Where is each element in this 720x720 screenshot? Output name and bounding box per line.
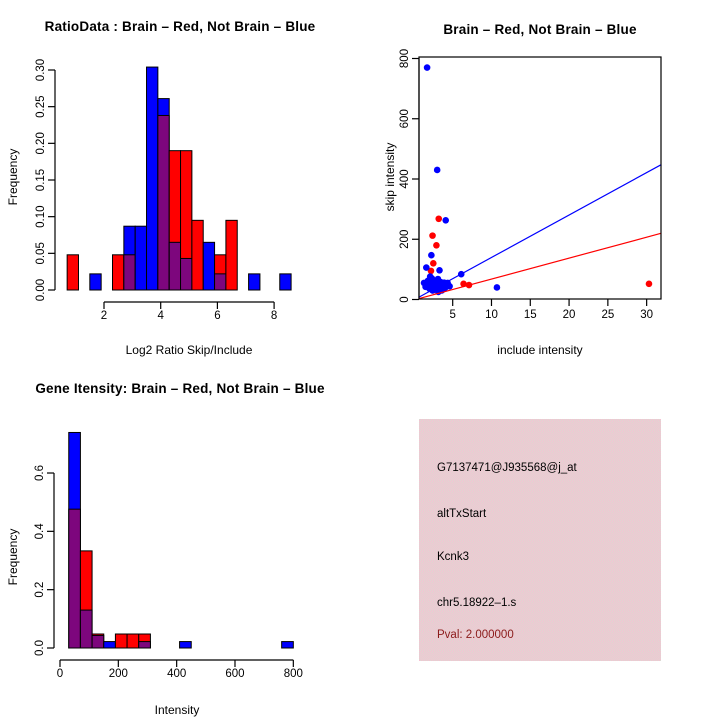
x-tick-label: 600 <box>225 668 244 680</box>
info-line-event-type: altTxStart <box>437 508 487 520</box>
ratio-histogram-title: RatioData : Brain – Red, Not Brain – Blu… <box>44 19 316 34</box>
scatter-point-red <box>435 215 443 223</box>
y-tick-label: 0.25 <box>35 95 47 117</box>
ratio-histogram-xlabel: Log2 Ratio Skip/Include <box>125 343 253 357</box>
x-tick-label: 15 <box>524 309 537 321</box>
histogram-bar-overlap <box>168 241 182 291</box>
x-tick-label: 200 <box>109 668 128 680</box>
histogram-bar-blue <box>279 273 292 291</box>
x-tick-label: 10 <box>485 309 498 321</box>
x-tick-label: 400 <box>167 668 186 680</box>
histogram-bar-blue <box>134 225 148 291</box>
histogram-bar-blue <box>103 641 116 649</box>
info-line-region-id: chr5.18922–1.s <box>437 597 517 609</box>
scatter-point-blue <box>446 282 453 290</box>
scatter-point-blue <box>436 266 443 274</box>
gene-histogram-ylabel: Frequency <box>6 528 20 586</box>
scatter-point-blue <box>433 166 441 174</box>
y-tick-label: 0.6 <box>34 465 46 481</box>
histogram-bar-blue <box>89 273 102 291</box>
x-tick-label: 4 <box>157 310 164 322</box>
gene-histogram-title: Gene Itensity: Brain – Red, Not Brain – … <box>35 381 325 396</box>
histogram-bar-red <box>225 219 238 291</box>
plot-box <box>418 56 662 300</box>
scatter-point-blue <box>442 216 450 224</box>
y-tick-label: 600 <box>399 109 411 128</box>
y-tick-label: 0.4 <box>34 523 46 540</box>
histogram-bar-red <box>112 254 125 291</box>
y-tick-label: 400 <box>399 169 411 188</box>
histogram-bar-overlap <box>157 114 170 291</box>
y-tick-label: 0.10 <box>35 205 47 227</box>
fit-line-blue <box>418 164 662 298</box>
scatter-point-blue <box>423 264 430 271</box>
y-tick-label: 0 <box>399 296 411 302</box>
info-line-probe-id: G7137471@J935568@j_at <box>437 462 577 474</box>
skip-vs-include-scatter: 0 200 400 600 800 5 10 15 20 25 30 <box>399 49 662 321</box>
ratio-histogram: 0.00 0.05 0.10 0.15 0.20 0.25 0.30 2 4 6 8 <box>35 59 292 322</box>
scatter-point-red <box>433 241 440 249</box>
scatter-title: Brain – Red, Not Brain – Blue <box>443 22 637 37</box>
histogram-bar-overlap <box>123 254 136 291</box>
histogram-bar-blue <box>281 641 294 649</box>
scatter-point-red <box>429 232 436 239</box>
fit-line-red <box>418 232 662 300</box>
scatter-xlabel: include intensity <box>497 343 583 357</box>
y-tick-label: 0.15 <box>35 169 47 191</box>
histogram-bar-red <box>191 219 204 291</box>
gene-intensity-histogram: 0.0 0.2 0.4 0.6 0 200 400 600 800 <box>34 431 303 680</box>
x-tick-label: 30 <box>640 309 653 321</box>
histogram-bar-overlap <box>180 257 193 291</box>
histogram-bar-red <box>126 633 140 649</box>
ratio-histogram-ylabel: Frequency <box>6 148 20 206</box>
gene-histogram-xlabel: Intensity <box>154 703 200 717</box>
y-tick-label: 0.2 <box>34 582 46 598</box>
x-tick-label: 20 <box>563 309 576 321</box>
x-tick-label: 0 <box>57 668 63 680</box>
x-tick-label: 8 <box>271 310 277 322</box>
y-tick-label: 0.00 <box>35 279 47 301</box>
scatter-point-blue <box>423 64 431 71</box>
x-tick-label: 800 <box>284 668 303 680</box>
x-tick-label: 5 <box>449 309 455 321</box>
scatter-ylabel: skip intensity <box>383 142 397 212</box>
histogram-bar-overlap <box>138 641 151 649</box>
y-tick-label: 0.0 <box>34 640 46 656</box>
info-line-gene-symbol: Kcnk3 <box>437 551 469 563</box>
histogram-bar-overlap <box>79 609 93 649</box>
scatter-point-red <box>645 280 653 288</box>
histogram-bar-blue <box>146 66 159 291</box>
x-tick-label: 25 <box>601 309 614 321</box>
x-tick-label: 6 <box>214 310 220 322</box>
histogram-bar-overlap <box>68 508 81 649</box>
x-tick-label: 2 <box>101 310 107 322</box>
y-tick-label: 0.30 <box>35 59 47 81</box>
histogram-bar-blue <box>202 241 216 291</box>
scatter-point-blue <box>493 284 501 291</box>
y-tick-label: 200 <box>399 230 411 249</box>
y-tick-label: 800 <box>399 49 411 68</box>
histogram-bar-blue <box>179 641 192 649</box>
scatter-point-red <box>427 267 435 275</box>
y-tick-label: 0.05 <box>35 242 47 264</box>
histogram-bar-blue <box>248 273 261 291</box>
histogram-bar-red <box>114 633 128 649</box>
y-tick-label: 0.20 <box>35 132 47 154</box>
histogram-bar-overlap <box>91 634 105 649</box>
scatter-point-red <box>460 280 467 288</box>
scatter-point-blue <box>428 251 435 259</box>
info-panel: G7137471@J935568@j_at altTxStart Kcnk3 c… <box>419 419 661 661</box>
info-line-pval: Pval: 2.000000 <box>437 629 514 641</box>
scatter-point-red <box>430 260 437 267</box>
histogram-bar-red <box>66 254 79 291</box>
histogram-bar-overlap <box>214 273 227 291</box>
